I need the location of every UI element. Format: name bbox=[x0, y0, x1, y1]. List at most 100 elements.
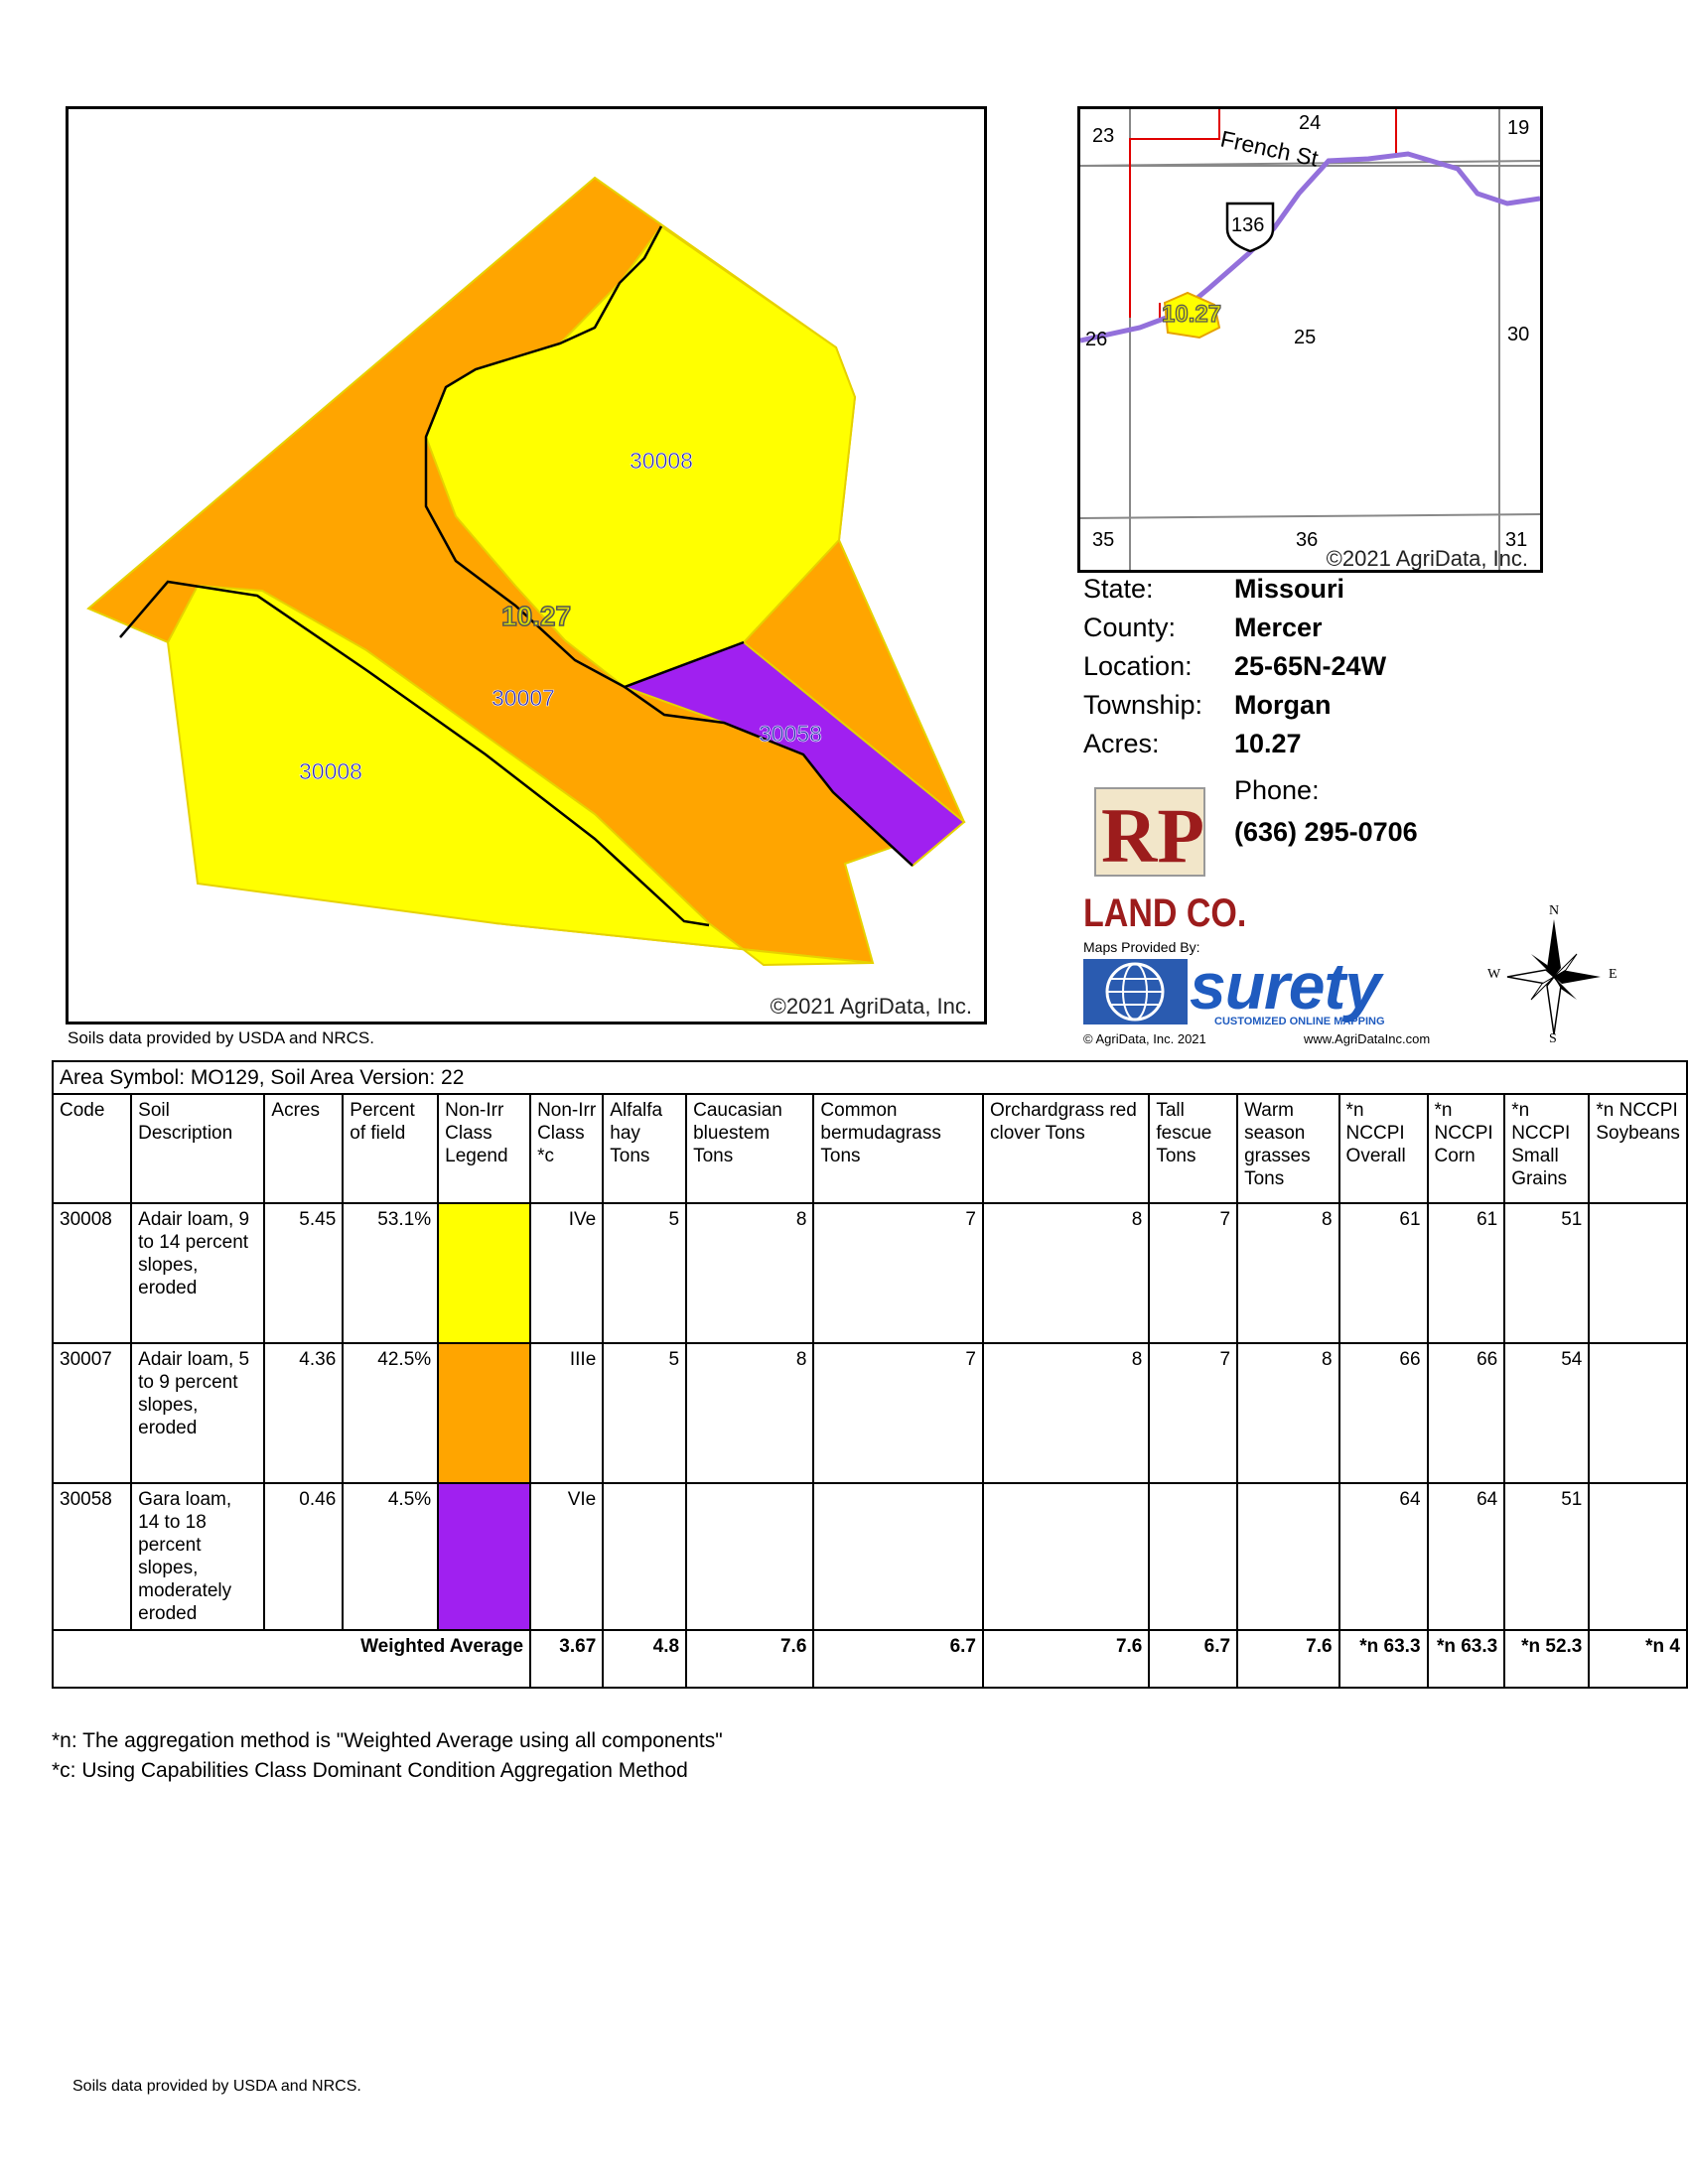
acres-label: Acres: bbox=[1083, 729, 1160, 758]
header-fescue: Tall fescue Tons bbox=[1148, 1093, 1239, 1204]
soil-boundary-upper bbox=[424, 225, 745, 689]
section-36: 36 bbox=[1296, 529, 1318, 551]
soil-map-copyright: ©2021 AgriData, Inc. bbox=[770, 994, 972, 1019]
soil-polygon-30008-lower bbox=[166, 584, 874, 967]
rp-logo: RP bbox=[1089, 782, 1210, 882]
area-symbol: Area Symbol: MO129, Soil Area Version: 2… bbox=[52, 1060, 1688, 1095]
header-bermuda: Common bermudagrass Tons bbox=[812, 1093, 984, 1204]
soil-boundary-purple bbox=[624, 685, 914, 867]
cell-small-grains: 51 bbox=[1503, 1202, 1591, 1344]
locator-map[interactable]: 23 24 19 26 25 30 35 36 31 French St 136… bbox=[1077, 106, 1543, 573]
cell-overall: 61 bbox=[1337, 1202, 1429, 1344]
locator-field-label: 10.27 bbox=[1162, 301, 1221, 328]
cell-caucasian: 8 bbox=[685, 1202, 815, 1344]
cell-class: IIIe bbox=[529, 1342, 605, 1484]
highway-shield-icon bbox=[1225, 202, 1275, 253]
header-nccpi-overall: *n NCCPI Overall bbox=[1337, 1093, 1429, 1204]
weighted-average-row: Weighted Average 3.67 4.8 7.6 6.7 7.6 6.7 7.6 *n… bbox=[51, 1629, 1688, 1689]
compass-rose-icon: N S W E bbox=[1479, 903, 1628, 1049]
cell-small-grains: 51 bbox=[1503, 1482, 1591, 1631]
header-alfalfa: Alfalfa hay Tons bbox=[602, 1093, 688, 1204]
cell-orchard: 8 bbox=[981, 1342, 1151, 1484]
cell-warm: 8 bbox=[1236, 1342, 1340, 1484]
header-legend: Non-Irr Class Legend bbox=[437, 1093, 532, 1204]
county-label: County: bbox=[1083, 613, 1177, 642]
cell-overall: 66 bbox=[1337, 1342, 1429, 1484]
cell-percent: 4.5% bbox=[342, 1482, 440, 1631]
soil-label-30007: 30007 bbox=[492, 685, 555, 711]
header-warm: Warm season grasses Tons bbox=[1236, 1093, 1340, 1204]
weighted-bermuda: 6.7 bbox=[812, 1629, 984, 1689]
compass-e: E bbox=[1609, 967, 1618, 982]
legend-swatch bbox=[437, 1482, 532, 1631]
section-31: 31 bbox=[1505, 529, 1527, 551]
soil-map[interactable]: 30008 30007 30008 30058 10.27 ©2021 Agri… bbox=[66, 106, 987, 1024]
weighted-overall: *n 63.3 bbox=[1337, 1629, 1429, 1689]
header-orchard: Orchardgrass red clover Tons bbox=[981, 1093, 1151, 1204]
footnote-c: *c: Using Capabilities Class Dominant Co… bbox=[52, 1759, 688, 1782]
highway-136-line bbox=[1080, 151, 1540, 343]
cell-bermuda: 7 bbox=[812, 1202, 984, 1344]
soils-credit-top: Soils data provided by USDA and NRCS. bbox=[68, 1028, 374, 1047]
cell-alfalfa: 5 bbox=[602, 1202, 688, 1344]
weighted-class: 3.67 bbox=[529, 1629, 605, 1689]
cell-code: 30058 bbox=[51, 1482, 133, 1631]
cell-corn: 66 bbox=[1426, 1342, 1506, 1484]
cell-fescue bbox=[1148, 1482, 1239, 1631]
cell-description: Adair loam, 5 to 9 percent slopes, erode… bbox=[130, 1342, 266, 1484]
weighted-soybeans: *n 4 bbox=[1588, 1629, 1688, 1689]
cell-bermuda: 7 bbox=[812, 1342, 984, 1484]
svg-text:RP: RP bbox=[1101, 792, 1204, 879]
surety-logo bbox=[1083, 955, 1451, 1029]
section-19: 19 bbox=[1507, 117, 1529, 139]
location-label: Location: bbox=[1083, 651, 1193, 681]
phone-label: Phone: bbox=[1234, 775, 1320, 805]
soil-table: Area Symbol: MO129, Soil Area Version: 2… bbox=[51, 1060, 1688, 1689]
cell-corn: 61 bbox=[1426, 1202, 1506, 1344]
weighted-corn: *n 63.3 bbox=[1426, 1629, 1506, 1689]
state-label: State: bbox=[1083, 574, 1154, 604]
soil-map-canvas: 30008 30007 30008 30058 10.27 bbox=[86, 176, 966, 967]
acres-value: 10.27 bbox=[1234, 729, 1302, 758]
phone-value: (636) 295-0706 bbox=[1234, 817, 1418, 847]
table-row: 30058 Gara loam, 14 to 18 percent slopes,… bbox=[51, 1482, 1688, 1631]
locator-map-canvas: 23 24 19 26 25 30 35 36 31 French St 136… bbox=[1080, 109, 1540, 570]
weighted-average-label: Weighted Average bbox=[51, 1629, 532, 1689]
soil-label-30008-upper: 30008 bbox=[630, 448, 693, 474]
soil-label-30058: 30058 bbox=[759, 721, 822, 747]
header-nccpi-soybeans: *n NCCPI Soybeans bbox=[1588, 1093, 1688, 1204]
weighted-alfalfa: 4.8 bbox=[602, 1629, 688, 1689]
cell-orchard: 8 bbox=[981, 1202, 1151, 1344]
footnote-n: *n: The aggregation method is "Weighted … bbox=[52, 1729, 723, 1752]
header-caucasian: Caucasian bluestem Tons bbox=[685, 1093, 815, 1204]
cell-alfalfa: 5 bbox=[602, 1342, 688, 1484]
header-soil-description: Soil Description bbox=[130, 1093, 266, 1204]
cell-acres: 5.45 bbox=[263, 1202, 345, 1344]
township-value: Morgan bbox=[1234, 690, 1332, 720]
header-percent: Percent of field bbox=[342, 1093, 440, 1204]
cell-soybeans bbox=[1588, 1482, 1688, 1631]
township-label: Township: bbox=[1083, 690, 1203, 720]
cell-description: Gara loam, 14 to 18 percent slopes, mode… bbox=[130, 1482, 266, 1631]
county-value: Mercer bbox=[1234, 613, 1323, 642]
cell-percent: 42.5% bbox=[342, 1342, 440, 1484]
cell-small-grains: 54 bbox=[1503, 1342, 1591, 1484]
header-class: Non-Irr Class *c bbox=[529, 1093, 605, 1204]
cell-orchard bbox=[981, 1482, 1151, 1631]
weighted-fescue: 6.7 bbox=[1148, 1629, 1239, 1689]
cell-warm bbox=[1236, 1482, 1340, 1631]
weighted-warm: 7.6 bbox=[1236, 1629, 1340, 1689]
section-23: 23 bbox=[1092, 125, 1114, 147]
land-co-text: LAND CO. bbox=[1083, 891, 1247, 935]
cell-caucasian bbox=[685, 1482, 815, 1631]
locator-copyright: ©2021 AgriData, Inc. bbox=[1326, 546, 1528, 571]
cell-warm: 8 bbox=[1236, 1202, 1340, 1344]
agridata-url: www.AgriDataInc.com bbox=[1304, 1031, 1431, 1046]
cell-percent: 53.1% bbox=[342, 1202, 440, 1344]
section-24: 24 bbox=[1299, 112, 1321, 134]
header-code: Code bbox=[51, 1093, 133, 1204]
legend-swatch bbox=[437, 1342, 532, 1484]
section-30: 30 bbox=[1507, 324, 1529, 345]
cell-description: Adair loam, 9 to 14 percent slopes, erod… bbox=[130, 1202, 266, 1344]
legend-swatch bbox=[437, 1202, 532, 1344]
